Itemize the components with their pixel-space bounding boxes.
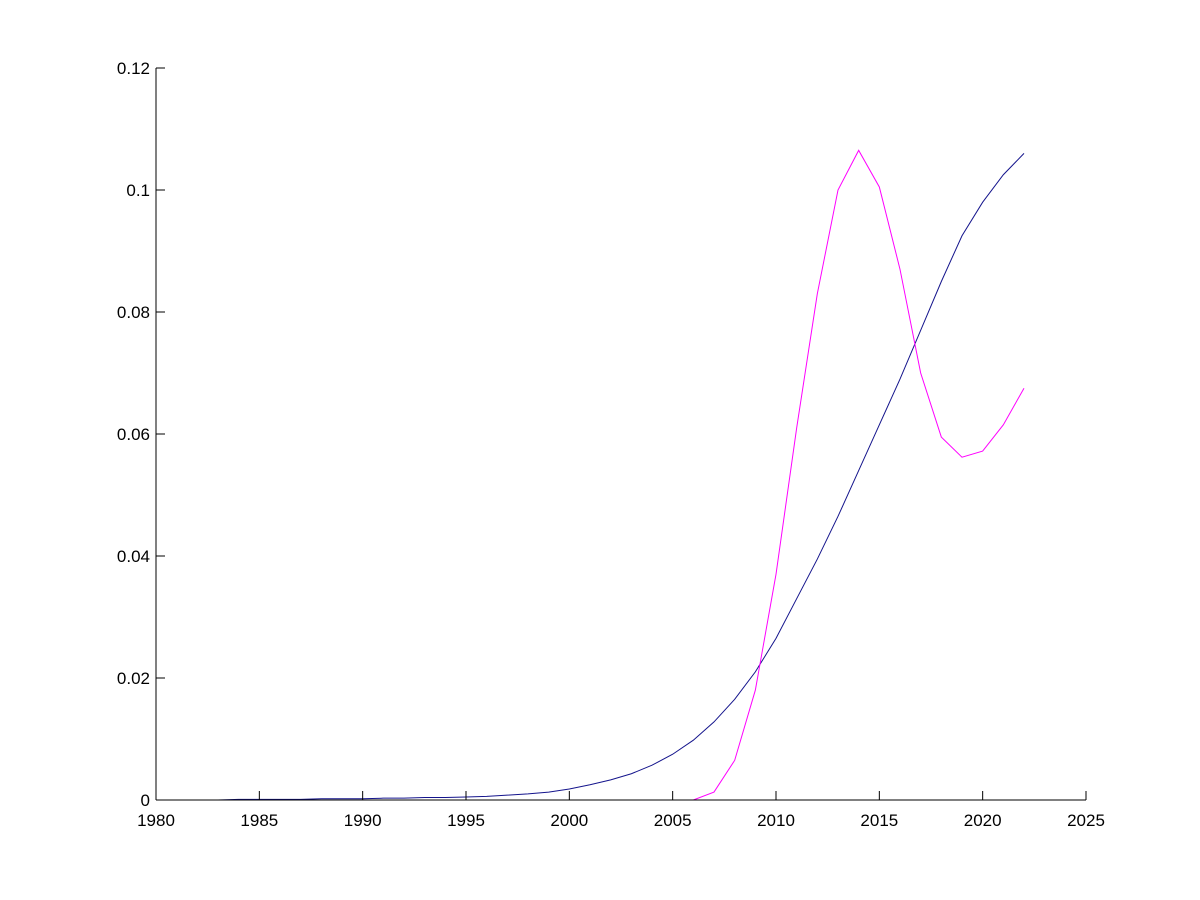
y-tick-label: 0.06 — [117, 425, 150, 444]
y-tick-label: 0.08 — [117, 303, 150, 322]
x-tick-label: 2010 — [757, 811, 795, 830]
x-tick-label: 1990 — [344, 811, 382, 830]
y-tick-label: 0 — [141, 791, 150, 810]
x-tick-label: 2015 — [860, 811, 898, 830]
y-tick-label: 0.12 — [117, 59, 150, 78]
x-tick-label: 2000 — [550, 811, 588, 830]
x-tick-label: 1995 — [447, 811, 485, 830]
x-tick-label: 2020 — [964, 811, 1002, 830]
x-tick-label: 1980 — [137, 811, 175, 830]
x-tick-label: 1985 — [240, 811, 278, 830]
data-line — [156, 153, 1025, 801]
y-tick-label: 0.1 — [126, 181, 150, 200]
y-tick-label: 0.02 — [117, 669, 150, 688]
data-line — [156, 149, 1025, 801]
x-tick-label: 2005 — [654, 811, 692, 830]
x-tick-label: 2025 — [1067, 811, 1105, 830]
y-tick-label: 0.04 — [117, 547, 150, 566]
